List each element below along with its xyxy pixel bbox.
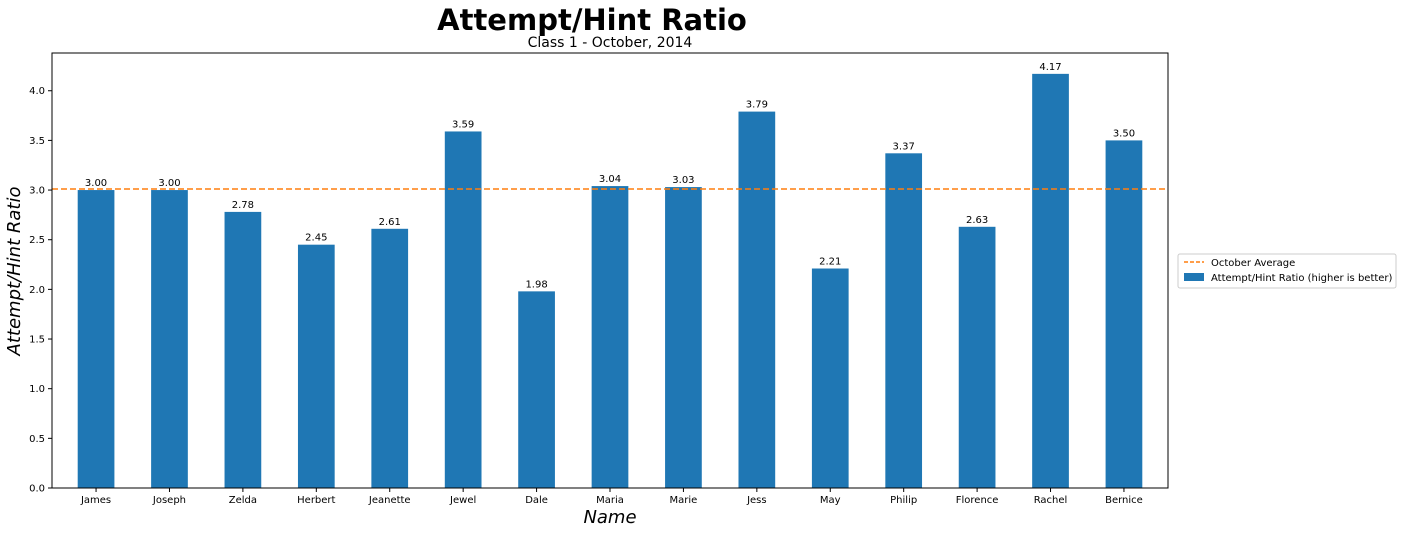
bar-james: [77, 190, 115, 489]
x-tick-label-zelda: Zelda: [229, 495, 257, 506]
data-label-maria: 3.04: [599, 174, 621, 185]
legend-swatch-ratio: [1184, 273, 1204, 281]
bar-jewel: [444, 131, 482, 488]
y-tick-label: 4.0: [29, 86, 45, 97]
chart-title: Attempt/Hint Ratio: [437, 3, 747, 37]
y-axis: 0.0 0.5 1.0 1.5 2.0 2.5 3.0 3.5 4.0: [29, 86, 52, 495]
x-tick-label-rachel: Rachel: [1034, 495, 1068, 506]
data-label-zelda: 2.78: [232, 200, 254, 211]
chart-subtitle: Class 1 - October, 2014: [528, 35, 693, 51]
x-tick-label-maria: Maria: [596, 495, 624, 506]
data-label-rachel: 4.17: [1039, 62, 1061, 73]
data-label-philip: 3.37: [893, 141, 915, 152]
data-label-jeanette: 2.61: [379, 217, 401, 228]
y-tick-label: 3.5: [29, 136, 45, 147]
bar-florence: [958, 226, 996, 489]
data-label-herbert: 2.45: [305, 233, 327, 244]
x-tick-label-jeanette: Jeanette: [368, 495, 411, 506]
y-tick-label: 0.5: [29, 434, 45, 445]
x-tick-label-jess: Jess: [746, 495, 767, 506]
y-tick-label: 2.5: [29, 235, 45, 246]
x-tick-label-philip: Philip: [890, 495, 917, 506]
x-tick-label-bernice: Bernice: [1105, 495, 1143, 506]
data-label-jess: 3.79: [746, 100, 768, 111]
bars-layer: [77, 73, 1143, 489]
x-tick-label-james: James: [80, 495, 111, 506]
y-tick-label: 2.0: [29, 285, 45, 296]
bar-maria: [591, 186, 629, 488]
data-label-marie: 3.03: [672, 175, 694, 186]
legend-label-average: October Average: [1211, 258, 1295, 269]
bar-jeanette: [371, 228, 409, 489]
legend-box: [1177, 253, 1397, 289]
legend-label-ratio: Attempt/Hint Ratio (higher is better): [1211, 273, 1393, 284]
bar-zelda: [224, 211, 262, 488]
x-tick-label-jewel: Jewel: [449, 495, 476, 506]
bar-philip: [885, 153, 923, 488]
bar-bernice: [1105, 140, 1143, 488]
x-tick-label-dale: Dale: [525, 495, 548, 506]
data-label-may: 2.21: [819, 257, 841, 268]
data-label-jewel: 3.59: [452, 119, 474, 130]
data-label-florence: 2.63: [966, 215, 988, 226]
bar-dale: [518, 291, 555, 488]
bar-jess: [738, 111, 776, 488]
bar-joseph: [151, 190, 188, 489]
bar-marie: [665, 187, 702, 488]
y-tick-label: 1.0: [29, 384, 45, 395]
x-tick-label-marie: Marie: [670, 495, 698, 506]
bar-may: [811, 268, 849, 488]
x-axis-label: Name: [583, 507, 636, 528]
x-tick-label-joseph: Joseph: [152, 495, 186, 506]
y-tick-label: 0.0: [29, 484, 45, 495]
data-labels-layer: 3.00 3.00 2.78 2.45 2.61 3.59 1.98 3.04 3.03 3.79…: [85, 62, 1135, 290]
data-label-james: 3.00: [85, 178, 107, 189]
y-tick-label: 3.0: [29, 186, 45, 197]
bar-rachel: [1032, 73, 1069, 489]
x-tick-label-may: May: [820, 495, 841, 506]
data-label-dale: 1.98: [525, 279, 547, 290]
x-tick-label-florence: Florence: [956, 495, 999, 506]
legend: October Average Attempt/Hint Ratio (high…: [1177, 253, 1397, 289]
bar-herbert: [297, 244, 335, 488]
data-label-bernice: 3.50: [1113, 128, 1135, 139]
data-label-joseph: 3.00: [158, 178, 180, 189]
x-axis: James Joseph Zelda Herbert Jeanette Jewel Dale…: [80, 488, 1143, 506]
y-axis-label: Attempt/Hint Ratio: [4, 187, 25, 357]
x-tick-label-herbert: Herbert: [297, 495, 335, 506]
y-tick-label: 1.5: [29, 335, 45, 346]
